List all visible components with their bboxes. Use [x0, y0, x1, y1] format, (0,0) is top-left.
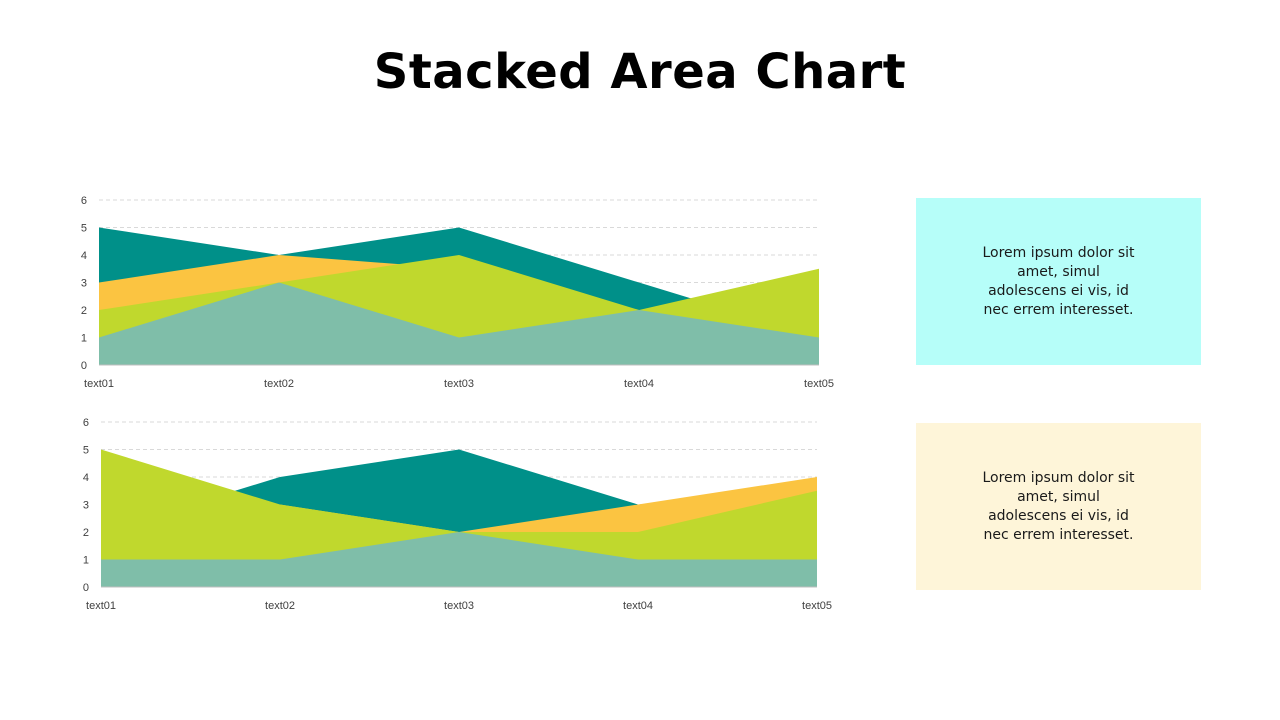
x-tick-label: text01 — [84, 378, 114, 390]
x-tick-label: text05 — [804, 378, 834, 390]
text-box-bottom-text: Lorem ipsum dolor sit amet, simul adoles… — [982, 469, 1135, 543]
area-series-3 — [101, 449, 817, 587]
x-tick-label: text04 — [624, 378, 654, 390]
y-tick-label: 4 — [83, 472, 89, 484]
text-box-bottom: Lorem ipsum dolor sit amet, simul adoles… — [916, 423, 1201, 590]
y-tick-label: 6 — [83, 417, 89, 429]
y-tick-label: 2 — [83, 527, 89, 539]
y-tick-label: 0 — [83, 582, 89, 594]
x-tick-label: text02 — [265, 600, 295, 612]
text-box-top-text: Lorem ipsum dolor sit amet, simul adoles… — [982, 244, 1135, 318]
y-tick-label: 6 — [81, 195, 87, 207]
stacked-area-chart-top: 0 1 2 3 4 5 6 text01 text02 text03 text04 text05 — [81, 195, 834, 390]
x-tick-label: text03 — [444, 378, 474, 390]
area-series-4 — [101, 532, 817, 587]
page-title: Stacked Area Chart — [373, 44, 907, 100]
y-tick-label: 2 — [81, 305, 87, 317]
x-tick-label: text03 — [444, 600, 474, 612]
x-tick-label: text01 — [86, 600, 116, 612]
x-tick-label: text02 — [264, 378, 294, 390]
area-series-4 — [99, 282, 819, 365]
y-tick-label: 0 — [81, 360, 87, 372]
y-tick-label: 1 — [83, 555, 89, 567]
x-tick-label: text04 — [623, 600, 653, 612]
y-tick-label: 3 — [81, 278, 87, 290]
text-box-top: Lorem ipsum dolor sit amet, simul adoles… — [916, 198, 1201, 365]
y-tick-label: 4 — [81, 250, 87, 262]
x-tick-label: text05 — [802, 600, 832, 612]
y-tick-label: 5 — [83, 445, 89, 457]
y-tick-label: 1 — [81, 333, 87, 345]
y-tick-label: 5 — [81, 223, 87, 235]
stacked-area-chart-bottom: 0 1 2 3 4 5 6 text01 text02 text03 text04 text05 — [83, 417, 832, 612]
y-tick-label: 3 — [83, 500, 89, 512]
